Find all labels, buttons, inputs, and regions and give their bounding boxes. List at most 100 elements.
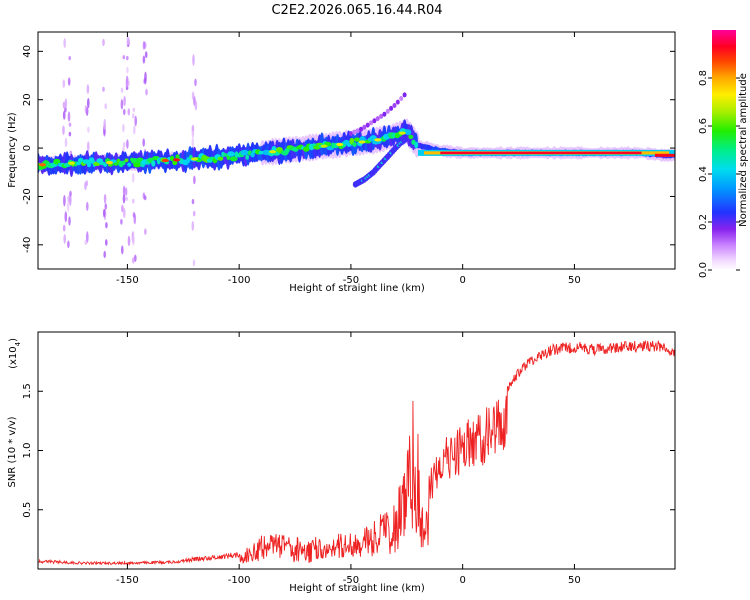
spectrogram-upper-cell: [389, 105, 394, 111]
spectrogram-noise-cell: [120, 87, 124, 93]
spectrogram-noise-cell: [104, 103, 107, 110]
spectrogram-upper-cell: [392, 103, 397, 108]
spectrogram-noise-cell: [126, 139, 129, 149]
spectrogram-noise-cell: [134, 115, 137, 127]
spectrogram-core-cell: [240, 149, 249, 156]
spectrogram-noise-cell: [85, 107, 89, 114]
spectrogram-noise-cell: [86, 231, 89, 244]
spectrogram-core-cell: [124, 158, 129, 163]
spectrogram-upper-cell: [365, 122, 370, 128]
spectrogram-hot-cell: [320, 144, 328, 148]
spectrogram-core-cell: [82, 159, 90, 165]
spectrogram-frame: [37, 31, 676, 270]
spectrogram-noise-cell: [144, 228, 147, 235]
spectrogram-hot-cell: [68, 161, 75, 165]
x-tick-label: -100: [228, 575, 251, 586]
spectrogram-branch-cell: [402, 136, 408, 143]
y-tick-label: 1.0: [22, 443, 33, 459]
x-tick-label: -50: [343, 575, 359, 586]
spectrogram-noise-cell: [124, 187, 128, 196]
spectrogram-noise-cell: [69, 190, 72, 197]
spectrogram-core-cell: [414, 141, 419, 149]
spectrogram-noise-cell: [102, 208, 106, 218]
snr-panel: -150 -100 -50 0 50 0.5 1.0 1.5 Height of strai…: [7, 331, 676, 594]
spectrogram-core-cell: [127, 162, 132, 167]
spectrogram-hot-cell: [173, 158, 181, 162]
spectrogram-noise-cell: [103, 250, 106, 259]
spectrogram-core-cell: [226, 155, 231, 161]
spectrogram-noise-cell: [69, 193, 72, 206]
spectrogram-upper-cell: [385, 108, 390, 114]
spectrogram-noise-cell: [134, 254, 137, 262]
spectrogram-core-cell: [227, 151, 235, 157]
colorbar-tick-label: 0.2: [698, 214, 709, 230]
spectrogram-noise-cell: [126, 36, 130, 46]
spectrogram-noise-cell: [191, 221, 195, 231]
snr-y-axis-label: SNR (10 * v/v): [7, 416, 18, 487]
y-tick-label: 0.5: [22, 502, 33, 518]
spectrogram-upper-cell: [348, 131, 353, 137]
spectrogram-noise-cell: [68, 216, 71, 226]
snr-scale-close: ): [8, 338, 19, 342]
spectrogram-upper-cell: [355, 128, 360, 134]
spectrogram-noise-cell: [68, 56, 71, 61]
spectrogram-noise-cell: [63, 195, 66, 207]
spectrogram-noise-cell: [192, 210, 196, 217]
spectrogram-noise-cell: [131, 172, 135, 183]
spectrogram-noise-cell: [120, 218, 123, 225]
y-tick-label: 1.5: [22, 383, 33, 399]
spectrogram-noise-cell: [68, 122, 72, 127]
chart-title: C2E2.2026.065.16.44.R04: [271, 3, 442, 18]
colorbar-axis: 0.0 0.2 0.4 0.6 0.8: [698, 70, 740, 278]
spectrogram-noise-cell: [133, 125, 136, 135]
spectrogram-noise-cell: [102, 86, 105, 92]
spectrogram-y-axis-label: Frequency (Hz): [7, 112, 18, 188]
spectrogram-noise-cell: [194, 78, 197, 87]
spectrogram-noise-cell: [84, 239, 88, 245]
spectrogram-core-cell: [122, 160, 126, 166]
spectrogram-x-axis-label: Height of straight line (km): [289, 283, 425, 294]
spectrogram-hot-cell: [374, 138, 382, 142]
x-tick-label: 0: [459, 275, 465, 286]
colorbar-tick-label: 0.6: [698, 118, 709, 134]
spectrogram-noise-cell: [122, 123, 125, 133]
spectrogram-noise-cell: [122, 185, 126, 196]
spectrogram-noise-cell: [122, 193, 126, 204]
spectrogram-noise-cell: [132, 198, 135, 204]
spectrogram-noise-cell: [123, 108, 126, 116]
spectrogram-noise-cell: [144, 71, 147, 84]
spectrogram-noise-cell: [132, 257, 135, 264]
spectrogram-noise-cell: [191, 91, 195, 101]
spectrogram-noise-cell: [142, 138, 145, 147]
spectrogram-core-cell: [133, 162, 142, 168]
x-tick-label: -100: [228, 275, 251, 286]
y-tick-label: 40: [22, 45, 33, 58]
spectrogram-hot-cell: [398, 131, 406, 135]
spectrogram-core-cell: [217, 156, 224, 161]
spectrogram-noise-cell: [123, 207, 126, 219]
spectrogram-hot-cell: [269, 150, 277, 154]
spectrogram-noise-cell: [127, 108, 131, 116]
spectrogram-noise-cell: [66, 202, 70, 212]
x-tick-label: 50: [568, 575, 581, 586]
snr-scale-label: (x104): [8, 338, 22, 369]
spectrogram-upper-cell: [399, 96, 404, 101]
spectrogram-core-cell: [186, 157, 190, 164]
spectrogram-core-cell: [285, 147, 290, 153]
colorbar-tick-label: 0.4: [698, 166, 709, 182]
spectrogram-noise-cell: [142, 55, 146, 64]
colorbar-tick-label: 0.0: [698, 262, 709, 278]
snr-series-line: [38, 339, 675, 566]
spectrogram-noise-cell: [102, 38, 105, 47]
spectrogram-upper-cell: [379, 113, 384, 119]
spectrogram-noise-cell: [127, 235, 131, 247]
spectrogram-noise-cell: [86, 84, 90, 94]
spectrogram-noise-cell: [63, 234, 66, 244]
spectrogram-core-cell: [172, 160, 178, 166]
spectrogram-noise-cell: [132, 234, 135, 246]
spectrogram-noise-cell: [194, 100, 198, 111]
spectrogram-hot-cell: [191, 157, 198, 161]
spectrogram-core-cell: [53, 158, 61, 165]
y-tick-label: -20: [22, 188, 33, 204]
